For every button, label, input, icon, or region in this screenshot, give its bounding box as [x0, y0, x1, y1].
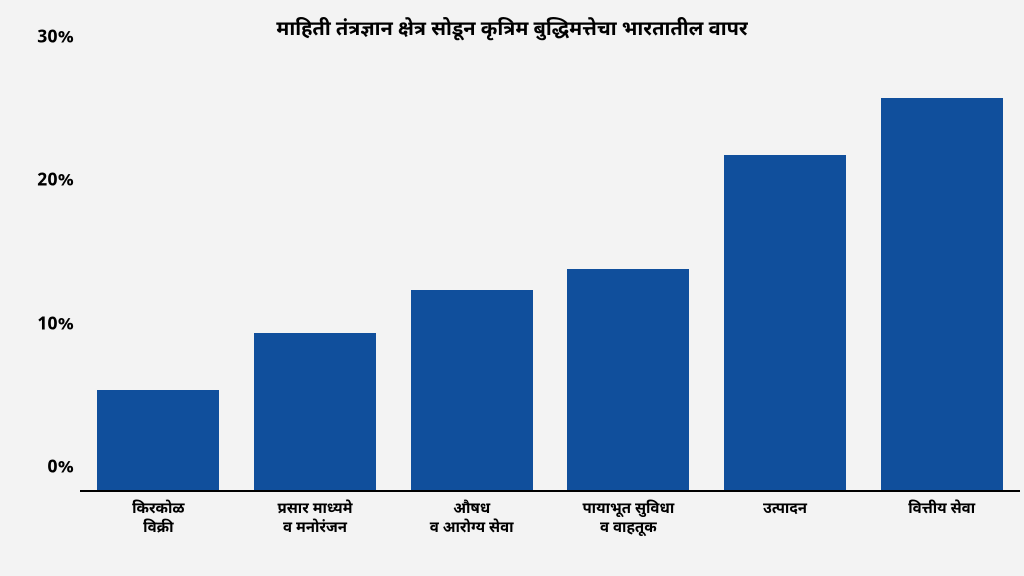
bar-slot — [707, 62, 864, 490]
x-label-line2: विक्री — [80, 521, 237, 540]
y-tick: 10% — [37, 314, 74, 337]
bar — [724, 155, 846, 490]
chart-title: माहिती तंत्रज्ञान क्षेत्र सोडून कृत्रिम … — [20, 18, 1004, 44]
bar — [881, 98, 1003, 490]
x-label: पायाभूत सुविधाव वाहतूक — [550, 502, 707, 540]
bar — [254, 333, 376, 490]
x-label: उत्पादन — [707, 502, 864, 540]
bar-slot — [237, 62, 394, 490]
x-label: प्रसार माध्यमेव मनोरंजन — [237, 502, 394, 540]
x-label: वित्तीय सेवा — [863, 502, 1020, 540]
x-label-line1: पायाभूत सुविधा — [582, 501, 674, 520]
x-label-line1: प्रसार माध्यमे — [278, 501, 353, 520]
x-label: किरकोळविक्री — [80, 502, 237, 540]
bar — [411, 290, 533, 490]
x-label-line1: वित्तीय सेवा — [908, 501, 975, 520]
bars-group — [80, 62, 1020, 492]
y-tick: 30% — [37, 28, 74, 51]
x-label-line2: व आरोग्य सेवा — [393, 521, 550, 540]
bar-slot — [863, 62, 1020, 490]
x-label-line2: व मनोरंजन — [237, 521, 394, 540]
bar — [567, 269, 689, 490]
y-tick: 0% — [47, 458, 74, 481]
x-label-line1: किरकोळ — [132, 501, 185, 520]
y-axis-ticks: 30% 20% 10% 0% — [20, 62, 80, 492]
x-label-line2: व वाहतूक — [550, 521, 707, 540]
chart-container: माहिती तंत्रज्ञान क्षेत्र सोडून कृत्रिम … — [0, 0, 1024, 576]
x-label: औषधव आरोग्य सेवा — [393, 502, 550, 540]
bar-slot — [393, 62, 550, 490]
x-axis-labels: किरकोळविक्री प्रसार माध्यमेव मनोरंजन औषध… — [80, 502, 1020, 540]
y-tick: 20% — [37, 171, 74, 194]
bar-slot — [80, 62, 237, 490]
bar-slot — [550, 62, 707, 490]
x-label-line1: उत्पादन — [763, 501, 807, 520]
plot-area: 30% 20% 10% 0% — [80, 62, 1020, 492]
x-label-line1: औषध — [453, 501, 490, 520]
bar — [97, 390, 219, 490]
